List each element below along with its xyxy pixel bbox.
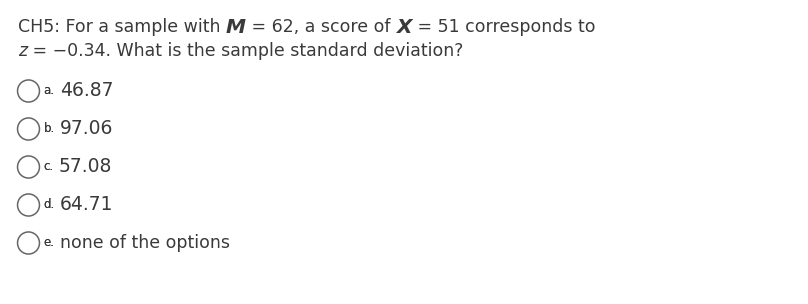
Text: X: X	[396, 18, 411, 37]
Text: = 62, a score of: = 62, a score of	[246, 18, 396, 36]
Text: b.: b.	[44, 123, 55, 136]
Text: = 51 corresponds to: = 51 corresponds to	[411, 18, 595, 36]
Text: d.: d.	[44, 199, 55, 212]
Text: c.: c.	[44, 161, 53, 174]
Text: = −0.34. What is the sample standard deviation?: = −0.34. What is the sample standard dev…	[27, 42, 464, 60]
Text: CH5: For a sample with: CH5: For a sample with	[18, 18, 226, 36]
Text: none of the options: none of the options	[60, 234, 229, 252]
Text: z: z	[18, 42, 27, 60]
Text: e.: e.	[44, 237, 54, 250]
Text: 97.06: 97.06	[60, 119, 113, 139]
Text: 57.08: 57.08	[58, 157, 112, 177]
Text: M: M	[226, 18, 246, 37]
Text: 46.87: 46.87	[60, 81, 113, 101]
Text: a.: a.	[44, 85, 54, 98]
Text: e.: e.	[44, 237, 54, 250]
Text: b.: b.	[44, 123, 55, 136]
Text: d.: d.	[44, 199, 55, 212]
Text: 64.71: 64.71	[60, 195, 113, 215]
Text: a.: a.	[44, 85, 54, 98]
Text: c.: c.	[44, 161, 53, 174]
